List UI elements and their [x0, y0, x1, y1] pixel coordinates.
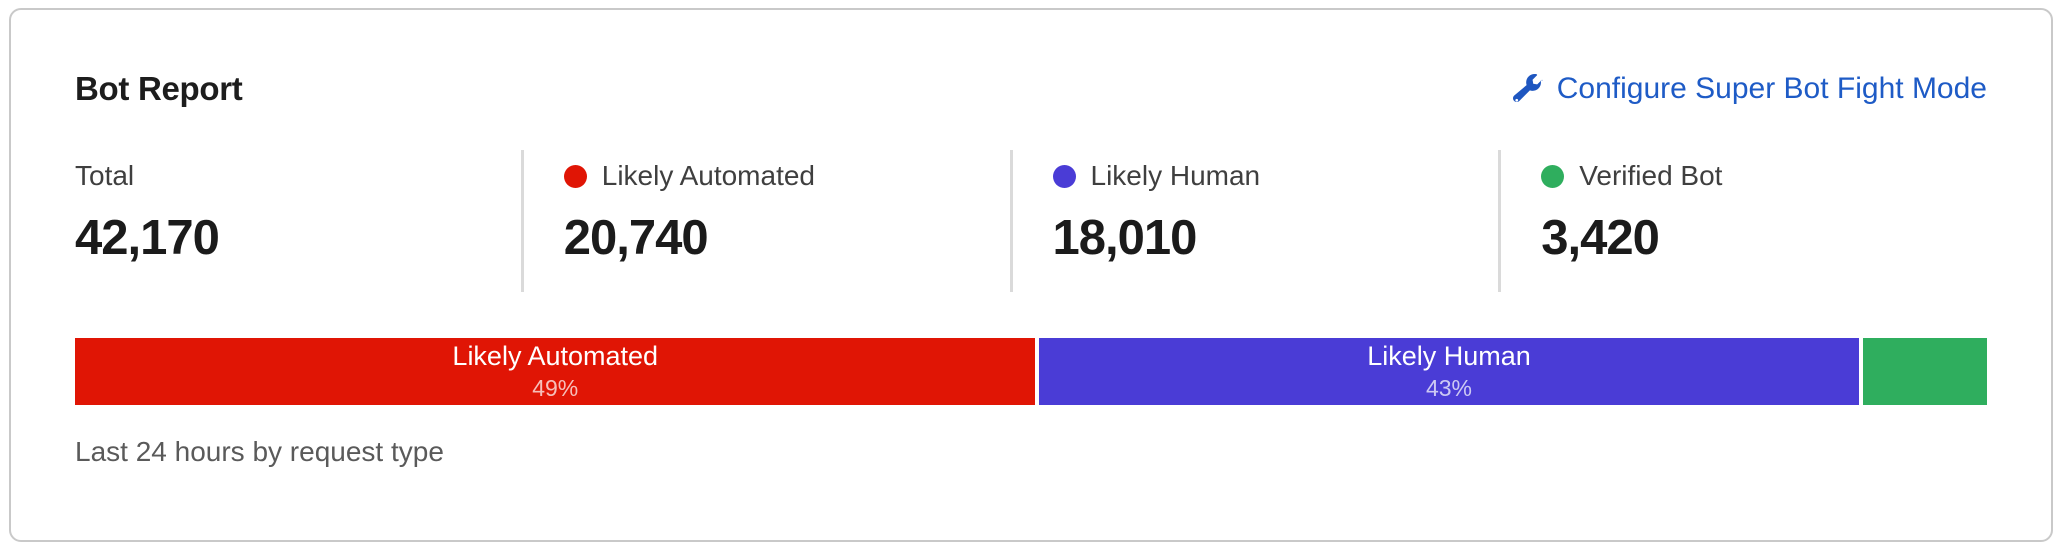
- stat-total: Total 42,170: [75, 150, 521, 292]
- stat-verified-bot-value: 3,420: [1541, 211, 1660, 265]
- likely-automated-dot-icon: [563, 164, 587, 188]
- stat-likely-human-value: 18,010: [1052, 211, 1198, 265]
- stat-likely-human: Likely Human 18,010: [1009, 150, 1499, 292]
- bar-segment-percent: 49%: [532, 375, 579, 402]
- configure-super-bot-fight-mode-link[interactable]: Configure Super Bot Fight Mode: [1512, 72, 1987, 106]
- bar-segment-verified-bot: [1862, 338, 1987, 405]
- bar-segment-percent: 43%: [1425, 375, 1473, 402]
- stat-likely-automated: Likely Automated 20,740: [520, 150, 1010, 292]
- wrench-icon: [1512, 74, 1543, 104]
- stat-total-value: 42,170: [75, 211, 220, 265]
- configure-link-label: Configure Super Bot Fight Mode: [1556, 72, 1987, 105]
- page-title: Bot Report: [75, 70, 243, 107]
- bar-segment-label: Likely Human: [1367, 340, 1531, 371]
- stat-total-label: Total: [75, 160, 135, 191]
- bar-segment-likely-human: Likely Human 43%: [1039, 338, 1859, 405]
- verified-bot-dot-icon: [1541, 164, 1565, 188]
- bar-segment-label: Likely Automated: [452, 340, 659, 371]
- bar-segment-likely-automated: Likely Automated 49%: [75, 338, 1036, 405]
- likely-human-dot-icon: [1052, 164, 1076, 188]
- stats-row: Total 42,170 Likely Automated 20,740 Lik…: [75, 150, 1987, 292]
- stat-verified-bot: Verified Bot 3,420: [1498, 150, 1987, 292]
- bot-report-card: Bot Report Configure Super Bot Fight Mod…: [9, 8, 2053, 542]
- stat-likely-human-label: Likely Human: [1090, 160, 1261, 191]
- card-header: Bot Report Configure Super Bot Fight Mod…: [75, 70, 1987, 108]
- stat-likely-automated-value: 20,740: [563, 211, 709, 265]
- stat-verified-bot-label: Verified Bot: [1579, 160, 1723, 191]
- request-type-stacked-bar: Likely Automated 49% Likely Human 43%: [75, 338, 1987, 405]
- card-caption: Last 24 hours by request type: [75, 436, 444, 467]
- stat-likely-automated-label: Likely Automated: [601, 160, 815, 191]
